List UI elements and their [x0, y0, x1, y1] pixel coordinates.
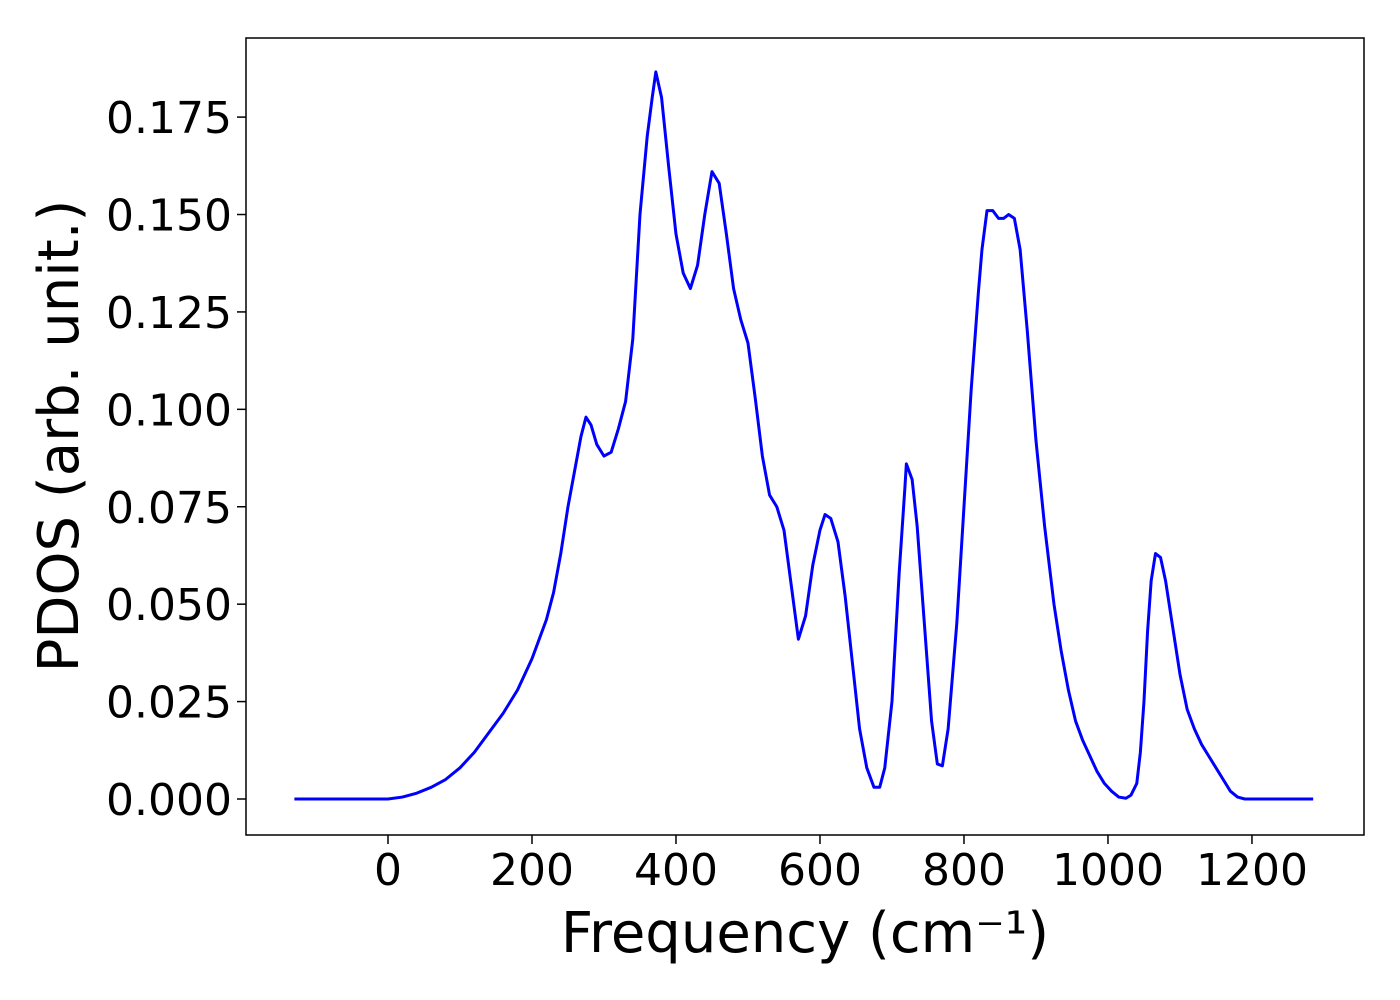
y-tick-label: 0.100	[106, 385, 232, 436]
x-tick-label: 800	[922, 845, 1006, 896]
x-tick-label: 1000	[1052, 845, 1164, 896]
plot-frame	[245, 37, 1365, 836]
y-tick-label: 0.075	[106, 483, 232, 534]
y-tick-label: 0.125	[106, 288, 232, 339]
x-tick-label: 200	[490, 845, 574, 896]
y-tick-label: 0.025	[106, 678, 232, 729]
line-series	[294, 70, 1314, 801]
y-axis-label: PDOS (arb. unit.)	[27, 200, 92, 673]
y-tick-label: 0.050	[106, 580, 232, 631]
x-tick-label: 0	[374, 845, 402, 896]
y-tick-label: 0.175	[106, 93, 232, 144]
x-axis-label: Frequency (cm⁻¹)	[561, 901, 1049, 966]
x-tick-label: 400	[634, 845, 718, 896]
x-tick-label: 600	[778, 845, 862, 896]
x-tick-label: 1200	[1196, 845, 1308, 896]
y-tick-label: 0.150	[106, 191, 232, 242]
y-tick-label: 0.000	[106, 775, 232, 826]
